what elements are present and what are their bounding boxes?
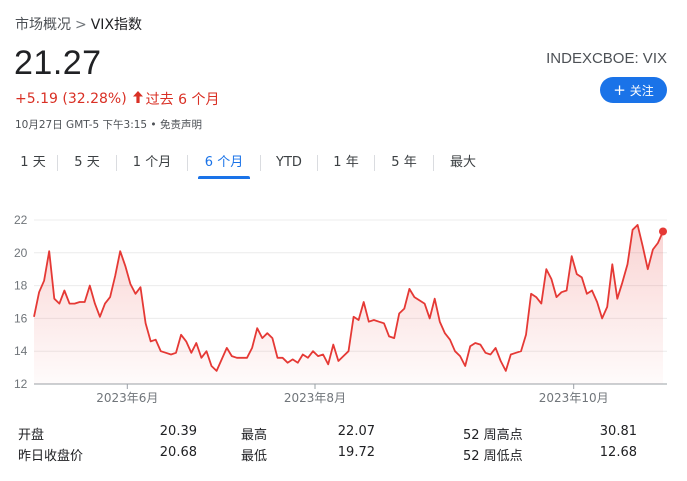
price-change-value: +5.19 (32.28%) xyxy=(15,91,127,107)
plus-icon: + xyxy=(613,80,626,99)
tab-5d[interactable]: 5 天 xyxy=(74,155,100,170)
range-tabs: 1 天 5 天 1 个月 6 个月 YTD 1 年 5 年 最大 xyxy=(9,152,492,180)
tab-divider xyxy=(260,155,261,171)
tab-divider xyxy=(116,155,117,171)
stats-row: 昨日收盘价 20.68 最低 19.72 52 周低点 12.68 xyxy=(0,445,687,466)
y-tick-label: 16 xyxy=(14,311,28,325)
tab-divider xyxy=(317,155,318,171)
stat-value-high: 22.07 xyxy=(337,424,375,439)
follow-button-label: 关注 xyxy=(629,83,654,98)
last-price-point xyxy=(659,227,667,236)
arrow-up-icon xyxy=(132,91,143,107)
price-line xyxy=(33,224,664,372)
breadcrumb-separator: > xyxy=(75,17,87,33)
stats-table: 开盘 20.39 最高 22.07 52 周高点 30.81 昨日收盘价 20.… xyxy=(0,424,687,466)
stat-value-low: 19.72 xyxy=(337,445,375,460)
x-tick-label: 2023年10月 xyxy=(539,391,609,405)
tab-divider xyxy=(374,155,375,171)
disclaimer-link[interactable]: 10月27日 GMT-5 下午3:15 • 免责声明 xyxy=(15,119,202,131)
tab-divider xyxy=(433,155,434,171)
breadcrumb-parent-link[interactable]: 市场概况 xyxy=(15,17,71,33)
y-tick-label: 18 xyxy=(14,279,28,293)
stat-label-prev-close: 昨日收盘价 xyxy=(18,449,84,464)
stats-row: 开盘 20.39 最高 22.07 52 周高点 30.81 xyxy=(0,424,687,445)
y-tick-label: 14 xyxy=(14,344,28,358)
tab-5y[interactable]: 5 年 xyxy=(391,155,417,170)
quote-timestamp: 10月27日 GMT-5 下午3:15 • 免责声明 xyxy=(15,117,202,132)
tab-divider xyxy=(57,155,58,171)
breadcrumb: 市场概况 > VIX指数 xyxy=(15,14,142,34)
tab-ytd[interactable]: YTD xyxy=(276,155,302,170)
price-chart[interactable]: 22 20 18 16 14 12 2023年6月 2023年8月 2023年10月 xyxy=(0,196,687,411)
stat-value-52w-low: 12.68 xyxy=(599,445,637,460)
y-tick-label: 12 xyxy=(14,377,28,391)
tab-divider xyxy=(187,155,188,171)
price-change-period: 过去 6 个月 xyxy=(145,92,220,108)
stat-value-52w-high: 30.81 xyxy=(599,424,637,439)
tab-1m[interactable]: 1 个月 xyxy=(132,155,172,170)
current-price: 21.27 xyxy=(14,44,102,82)
stat-value-prev-close: 20.68 xyxy=(159,445,197,460)
breadcrumb-current: VIX指数 xyxy=(90,17,143,33)
tab-6m[interactable]: 6 个月 xyxy=(198,152,250,180)
tab-1y[interactable]: 1 年 xyxy=(333,155,359,170)
stat-value-open: 20.39 xyxy=(159,424,197,439)
stat-label-open: 开盘 xyxy=(18,428,45,443)
tab-1d[interactable]: 1 天 xyxy=(20,155,46,170)
stat-label-low: 最低 xyxy=(241,449,268,464)
y-tick-label: 20 xyxy=(14,246,28,260)
stat-label-52w-low: 52 周低点 xyxy=(463,449,523,464)
stat-label-52w-high: 52 周高点 xyxy=(463,428,523,443)
exchange-ticker: INDEXCBOE: VIX xyxy=(546,50,667,67)
follow-button[interactable]: + 关注 xyxy=(600,77,667,103)
x-tick-label: 2023年8月 xyxy=(284,391,346,405)
tab-max[interactable]: 最大 xyxy=(449,155,476,170)
x-tick-label: 2023年6月 xyxy=(96,391,158,405)
y-tick-label: 22 xyxy=(14,213,28,227)
price-area xyxy=(34,224,663,384)
stat-label-high: 最高 xyxy=(241,428,268,443)
price-change: +5.19 (32.28%) 过去 6 个月 xyxy=(15,89,219,109)
